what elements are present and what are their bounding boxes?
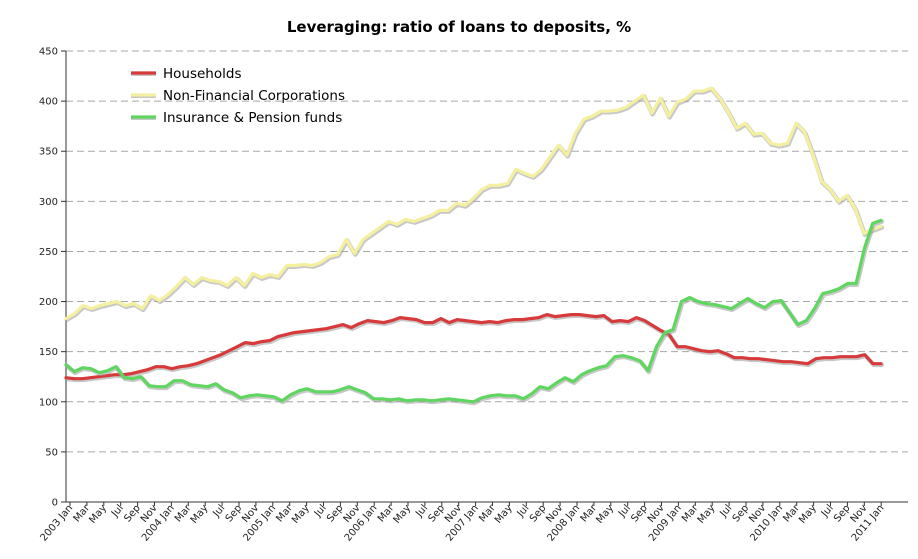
x-tick-label: Sep <box>528 503 549 525</box>
x-tick-label: Sep <box>731 503 752 525</box>
y-tick-label: 450 <box>39 47 58 58</box>
x-tick-label: Sep <box>629 503 650 525</box>
x-tick-label: May <box>594 503 616 526</box>
y-tick-label: 400 <box>39 97 58 108</box>
legend-label-households: Households <box>163 66 241 82</box>
y-tick-label: 150 <box>39 347 58 358</box>
legend-label-insurance-pension-funds: Insurance & Pension funds <box>163 110 342 126</box>
y-tick-label: 200 <box>39 297 58 308</box>
y-tick-label: 250 <box>39 247 58 258</box>
x-tick-label: 2003 Jan <box>39 503 76 544</box>
series-line-households <box>64 313 883 381</box>
series-lines <box>64 86 885 406</box>
x-tick-label: Sep <box>224 503 245 525</box>
y-tick-label: 100 <box>39 397 58 408</box>
x-tick-label: May <box>392 503 414 526</box>
gridlines <box>66 50 908 453</box>
y-tick-label: 0 <box>52 498 58 509</box>
series-line-shadow-insurance-pension-funds <box>64 219 885 406</box>
x-tick-label: Sep <box>832 503 853 525</box>
x-tick-label: Sep <box>122 503 143 525</box>
legend-label-non-financial-corporations: Non-Financial Corporations <box>163 88 345 104</box>
y-tick-label: 300 <box>39 197 58 208</box>
x-tick-label: May <box>493 503 515 526</box>
series-line-shadow-households <box>64 313 885 383</box>
series-line-non-financial-corporations <box>64 86 883 321</box>
axes <box>65 51 908 503</box>
x-tick-label: Sep <box>427 503 448 525</box>
series-line-insurance-pension-funds <box>64 218 883 404</box>
x-tick-label: May <box>290 503 312 526</box>
x-tick-label: May <box>696 503 718 526</box>
x-tick-label: May <box>189 503 211 526</box>
x-tick-label: May <box>87 503 109 526</box>
y-tick-label: 350 <box>39 147 58 158</box>
y-axis-ticks: 0 50 100 150 200 250 300 350 400 450 <box>39 47 66 509</box>
chart-title: Leveraging: ratio of loans to deposits, … <box>286 18 632 36</box>
legend: Households Non-Financial Corporations Insu… <box>131 66 345 126</box>
x-tick-label: May <box>797 503 819 526</box>
x-tick-label: Sep <box>325 503 346 525</box>
y-tick-label: 50 <box>45 447 58 458</box>
